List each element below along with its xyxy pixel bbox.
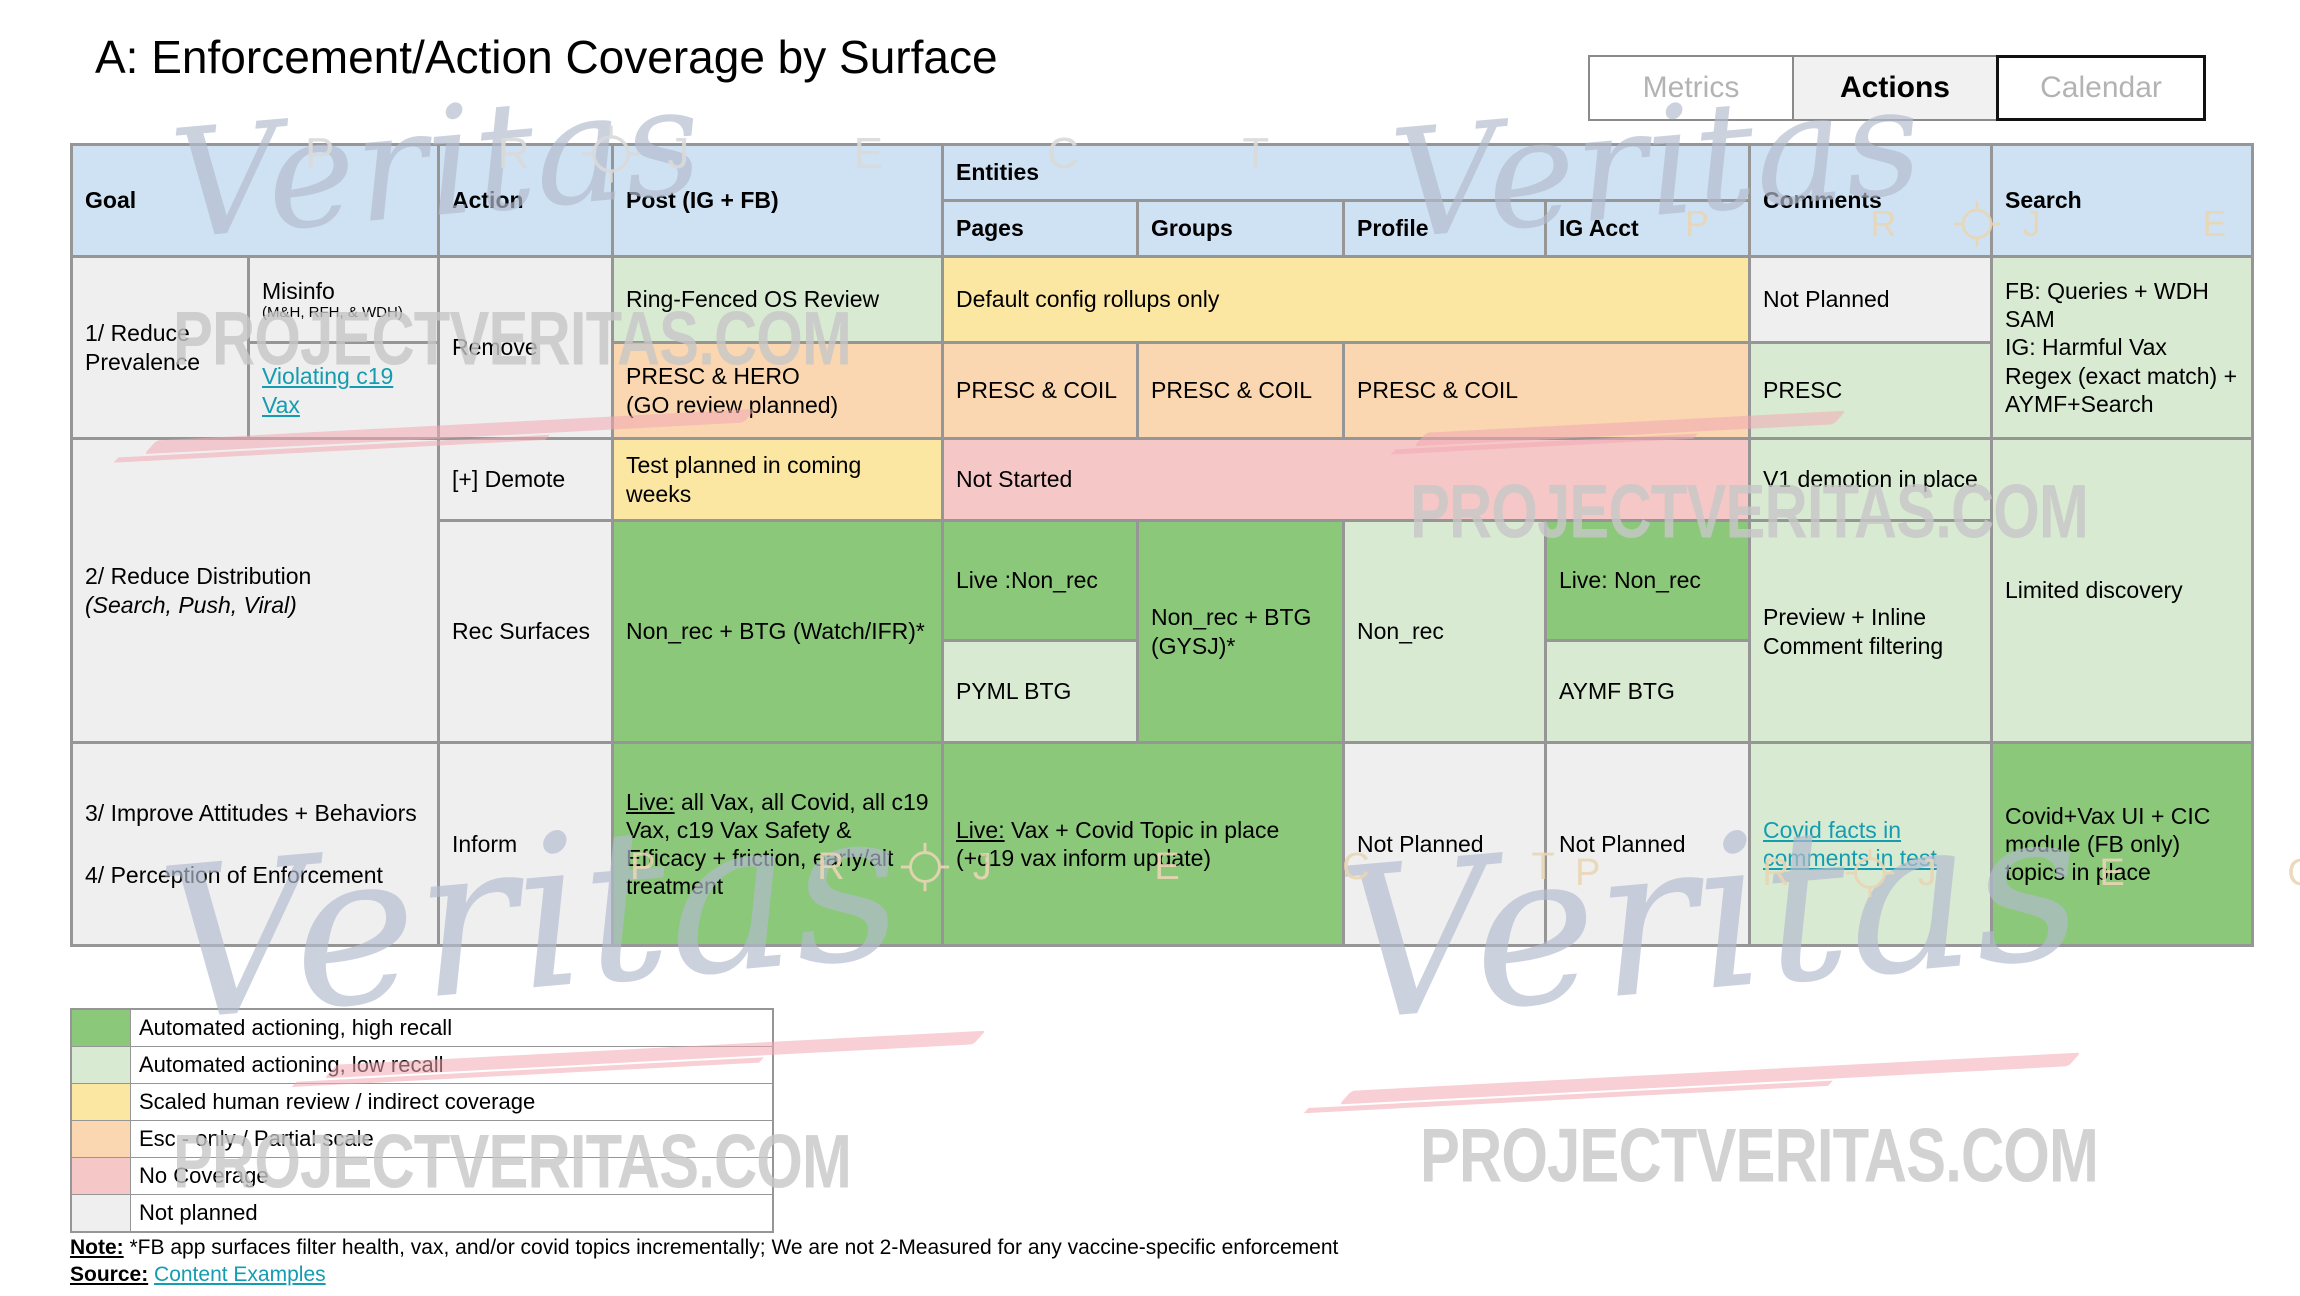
header-goal: Goal [73,146,437,255]
cell-profile-ig-presc-coil: PRESC & COIL [1345,344,1748,437]
cell-groups-presc-coil: PRESC & COIL [1139,344,1342,437]
legend-swatch-orange [72,1121,131,1157]
cell-ig-live-nonrec: Live: Non_rec [1547,522,1748,639]
cell-search-covid-vax-ui: Covid+Vax UI + CIC module (FB only) topi… [1993,744,2251,944]
cell-groups-nonrec-btg-gysj: Non_rec + BTG (GYSJ)* [1139,522,1342,741]
cell-search-limited-discovery: Limited discovery [1993,440,2251,741]
header-groups: Groups [1139,202,1342,255]
cell-action-remove: Remove [440,258,611,437]
legend-row-low-recall: Automated actioning, low recall [72,1046,772,1083]
header-post: Post (IG + FB) [614,146,941,255]
page-title: A: Enforcement/Action Coverage by Surfac… [95,31,998,83]
legend-swatch-gray [72,1195,131,1231]
legend-row-high-recall: Automated actioning, high recall [72,1010,772,1046]
tab-actions[interactable]: Actions [1792,55,1998,121]
covid-facts-link[interactable]: Covid facts in comments in test [1763,816,1937,871]
cell-comments-v1-demotion: V1 demotion in place [1751,440,1990,519]
coverage-table: Goal Action Post (IG + FB) Entities Page… [70,143,2254,947]
cell-post-nonrec-btg: Non_rec + BTG (Watch/IFR)* [614,522,941,741]
cell-comments-presc: PRESC [1751,344,1990,437]
cell-post-test-planned: Test planned in coming weeks [614,440,941,519]
source-line: Source: Content Examples [70,1263,326,1286]
cell-ig-not-planned: Not Planned [1547,744,1748,944]
legend-swatch-yellow [72,1084,131,1120]
header-ig-acct: IG Acct [1547,202,1748,255]
watermark-swoosh-bottom-right [1339,1052,2081,1105]
cell-ig-aymf-btg: AYMF BTG [1547,642,1748,741]
cell-action-inform: Inform [440,744,611,944]
cell-goal-1-misinfo: Misinfo (M&H, RFH, & WDH) [250,258,437,341]
cell-entities-live-vax-covid: Live: Vax + Covid Topic in place (+c19 v… [944,744,1342,944]
header-search: Search [1993,146,2251,255]
legend-swatch-green-low [72,1047,131,1083]
header-pages: Pages [944,202,1136,255]
cell-action-demote: [+] Demote [440,440,611,519]
violating-c19-vax-link[interactable]: Violating c19 Vax [262,363,394,418]
cell-entities-default-config: Default config rollups only [944,258,1748,341]
legend-swatch-green-high [72,1010,131,1046]
cell-post-live-all-vax: Live: all Vax, all Covid, all c19 Vax, c… [614,744,941,944]
header-entities: Entities [944,146,1748,199]
legend-row-scaled-review: Scaled human review / indirect coverage [72,1083,772,1120]
cell-comments-covid-facts: Covid facts in comments in test [1751,744,1990,944]
cell-pages-presc-coil: PRESC & COIL [944,344,1136,437]
cell-entities-not-started: Not Started [944,440,1748,519]
tab-calendar[interactable]: Calendar [1996,55,2206,121]
cell-goal-1: 1/ Reduce Prevalence [73,258,247,437]
cell-action-rec-surfaces: Rec Surfaces [440,522,611,741]
cell-post-presc-hero: PRESC & HERO (GO review planned) [614,344,941,437]
cell-comments-preview-inline: Preview + Inline Comment filtering [1751,522,1990,741]
cell-post-ring-fenced: Ring-Fenced OS Review [614,258,941,341]
cell-goal-1-violating-c19-vax: Violating c19 Vax [250,344,437,437]
legend-row-not-planned: Not planned [72,1194,772,1231]
header-comments: Comments [1751,146,1990,255]
cell-pages-live-nonrec: Live :Non_rec [944,522,1136,639]
content-examples-link[interactable]: Content Examples [154,1263,326,1286]
header-action: Action [440,146,611,255]
tab-metrics[interactable]: Metrics [1588,55,1794,121]
legend-row-esc-only: Esc - only / Partial scale [72,1120,772,1157]
cell-profile-nonrec: Non_rec [1345,522,1544,741]
header-profile: Profile [1345,202,1544,255]
footnote: Note: *FB app surfaces filter health, va… [70,1236,1339,1259]
color-legend: Automated actioning, high recall Automat… [70,1008,774,1233]
cell-pages-pyml-btg: PYML BTG [944,642,1136,741]
cell-goal-3-4: 3/ Improve Attitudes + Behaviors 4/ Perc… [73,744,437,944]
legend-swatch-pink [72,1158,131,1194]
cell-goal-2: 2/ Reduce Distribution (Search, Push, Vi… [73,440,437,741]
legend-row-no-coverage: No Coverage [72,1157,772,1194]
cell-profile-not-planned: Not Planned [1345,744,1544,944]
cell-comments-not-planned-1: Not Planned [1751,258,1990,341]
tab-bar: Metrics Actions Calendar [1588,55,2206,121]
cell-search-fb-ig: FB: Queries + WDH SAM IG: Harmful Vax Re… [1993,258,2251,437]
watermark-domain-bottom-right: PROJECTVERITAS.COM [1420,1113,2099,1199]
